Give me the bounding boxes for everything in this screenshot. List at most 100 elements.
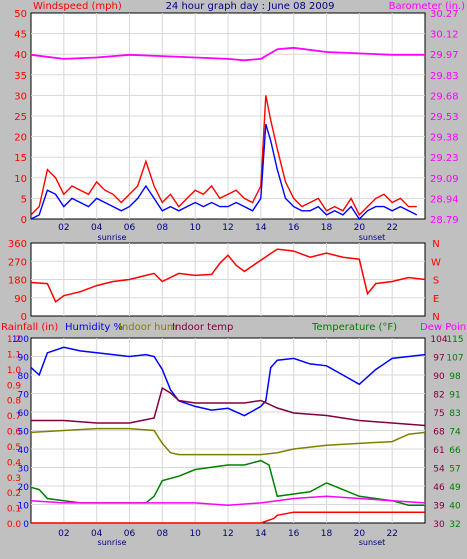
windspeed-tick: 15 (14, 153, 27, 164)
x-tick-label: 10 (189, 529, 201, 539)
x-tick-label: 10 (189, 223, 201, 233)
x-tick-label: 22 (386, 529, 397, 539)
indoor-temp-tick: 68 (433, 428, 445, 438)
direction-tick: 270 (8, 257, 27, 268)
temperature-tick: 115 (446, 335, 463, 345)
windspeed-tick: 20 (14, 133, 27, 144)
x-tick-label: 22 (386, 223, 397, 233)
windspeed-tick: 5 (21, 194, 27, 205)
windspeed-tick: 45 (14, 30, 27, 41)
rainfall-line (31, 511, 425, 524)
humidity-tick: 90 (18, 354, 30, 364)
compass-tick: W (431, 257, 441, 268)
compass-tick: N (432, 312, 439, 323)
indoor-temp-tick: 30 (433, 520, 445, 530)
x-tick-label: 08 (157, 223, 169, 233)
barometer-tick: 29.09 (430, 174, 459, 185)
windspeed-tick: 35 (14, 71, 27, 82)
humidity-tick: 0 (23, 520, 29, 530)
barometer-line (30, 46, 425, 62)
humidity-tick: 20 (18, 483, 30, 493)
rainfall-axis-title: Rainfall (in) (1, 322, 58, 333)
rainfall-tick: 1.2 (7, 335, 21, 345)
windspeed-tick: 50 (14, 9, 27, 20)
rainfall-tick: 0.6 (7, 428, 22, 438)
humidity-tick: 70 (18, 391, 30, 401)
barometer-tick: 29.53 (430, 112, 459, 123)
x-tick-label: 02 (58, 223, 69, 233)
x-tick-label: 20 (354, 529, 366, 539)
x-tick-label: 06 (124, 529, 136, 539)
rainfall-tick: 0.0 (7, 520, 22, 530)
x-tick-label: 16 (288, 223, 300, 233)
rainfall-tick: 1.1 (7, 350, 21, 360)
barometer-tick: 29.23 (430, 153, 459, 164)
x-tick-label: 02 (58, 529, 69, 539)
barometer-tick: 30.12 (430, 30, 459, 41)
windspeed-tick: 25 (14, 112, 27, 123)
compass-tick: S (433, 276, 439, 287)
rainfall-tick: 0.1 (7, 505, 21, 515)
temperature-tick: 91 (449, 391, 460, 401)
x-tick-label: 06 (124, 223, 136, 233)
temperature-tick: 49 (449, 483, 461, 493)
direction-tick: 0 (21, 312, 27, 323)
indoor-temp-tick: 46 (433, 483, 445, 493)
humidity-line (30, 346, 426, 417)
rainfall-tick: 0.7 (7, 412, 21, 422)
barometer-tick: 30.27 (430, 9, 459, 20)
x-tick-label: 14 (255, 529, 267, 539)
rainfall-tick: 0.9 (7, 381, 22, 391)
indoor-hum-line (30, 427, 426, 456)
sunset-label-top: sunset (359, 233, 386, 242)
wind-direction-line (30, 248, 426, 303)
indoor-temp-tick: 61 (433, 446, 444, 456)
indoor-temp-tick: 75 (433, 409, 444, 419)
temperature-tick: 32 (449, 520, 460, 530)
compass-tick: N (432, 239, 439, 250)
humidity-tick: 40 (18, 446, 30, 456)
compass-tick: E (433, 294, 439, 305)
humidity-tick: 100 (12, 335, 29, 345)
x-tick-label: 04 (91, 223, 103, 233)
humidity-tick: 30 (18, 465, 30, 475)
sunset-label-bottom: sunset (359, 538, 386, 547)
windspeed-axis-title: Windspeed (mph) (33, 1, 122, 12)
dew-point-axis-title: Dew Point (420, 322, 467, 333)
temperature-axis-title: Temperature (°F) (311, 322, 397, 333)
humidity-tick: 10 (18, 502, 30, 512)
rainfall-tick: 0.3 (7, 474, 21, 484)
indoor-temp-tick: 54 (433, 465, 445, 475)
temperature-tick: 98 (449, 372, 461, 382)
sunrise-label-top: sunrise (98, 233, 127, 242)
x-tick-label: 18 (321, 223, 333, 233)
direction-tick: 360 (8, 239, 27, 250)
indoor-temp-tick: 97 (433, 354, 444, 364)
indoor-temp-line (31, 386, 426, 427)
windspeed-tick: 40 (14, 50, 27, 61)
rainfall-tick: 0.5 (7, 443, 21, 453)
temperature-tick: 74 (449, 428, 461, 438)
barometer-tick: 29.68 (430, 91, 459, 102)
windspeed-tick: 30 (14, 91, 27, 102)
x-tick-label: 12 (222, 529, 233, 539)
indoor-temp-tick: 39 (433, 502, 445, 512)
barometer-tick: 29.83 (430, 71, 459, 82)
x-tick-label: 20 (354, 223, 366, 233)
rainfall-tick: 0.8 (7, 397, 22, 407)
barometer-tick: 28.94 (430, 194, 459, 205)
windspeed-tick: 10 (14, 174, 27, 185)
humidity-tick: 80 (18, 372, 30, 382)
x-tick-label: 18 (321, 529, 333, 539)
barometer-tick: 29.38 (430, 133, 459, 144)
wind-average-line (30, 124, 418, 221)
temperature-tick: 107 (446, 354, 463, 364)
temperature-tick: 40 (449, 502, 461, 512)
temperature-tick: 83 (449, 409, 460, 419)
indoor-temp-axis-title: Indoor temp (172, 322, 233, 333)
rainfall-tick: 0.2 (7, 489, 21, 499)
humidity-tick: 60 (18, 409, 30, 419)
rainfall-tick: 0.4 (7, 458, 22, 468)
sunrise-label-bottom: sunrise (98, 538, 127, 547)
